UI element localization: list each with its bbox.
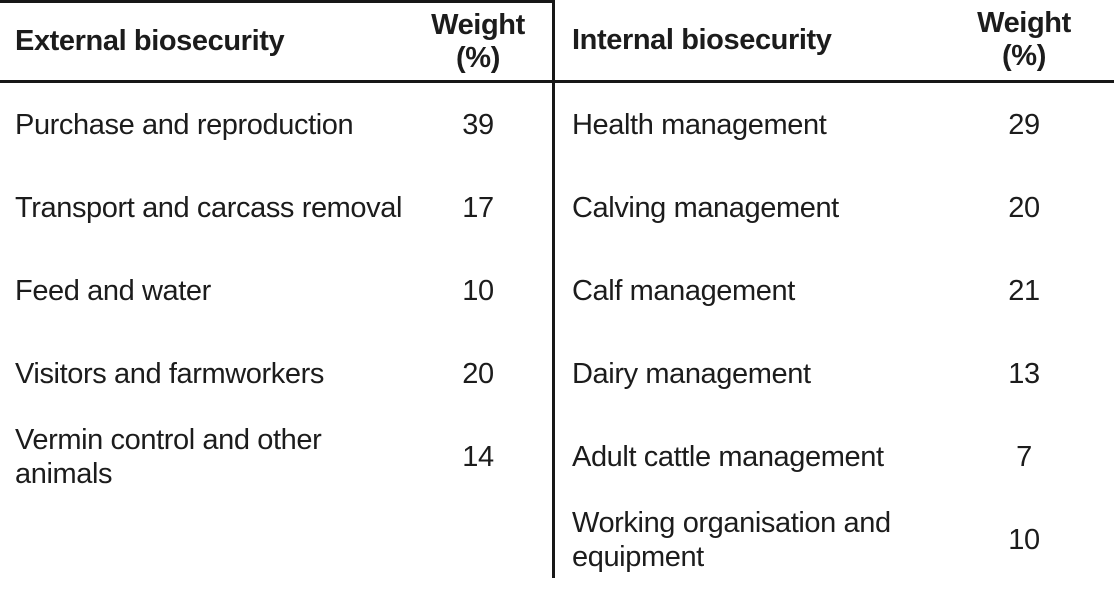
external-weight-header: Weight (%) <box>431 8 525 74</box>
row-weight-value: 13 <box>1008 357 1040 390</box>
external-biosecurity-panel: External biosecurity Weight (%) Purchase… <box>0 0 552 498</box>
row-label: Adult cattle management <box>572 440 884 473</box>
table-row: Visitors and farmworkers 20 <box>0 332 552 415</box>
table-row: Transport and carcass removal 17 <box>0 166 552 249</box>
row-weight-value: 10 <box>462 274 494 307</box>
row-label: Feed and water <box>15 274 211 307</box>
external-biosecurity-header: External biosecurity <box>15 25 285 57</box>
row-weight-value: 17 <box>462 191 494 224</box>
row-weight-value: 10 <box>1008 523 1040 556</box>
internal-biosecurity-rows: Health management 29 Calving management 20 C… <box>555 83 1114 581</box>
row-weight-value: 29 <box>1008 108 1040 141</box>
external-biosecurity-rows: Purchase and reproduction 39 Transport and… <box>0 83 552 498</box>
row-weight-value: 7 <box>1016 440 1032 473</box>
table-row: Feed and water 10 <box>0 249 552 332</box>
table-row: Adult cattle management 7 <box>555 415 1114 498</box>
table-row: Calf management 21 <box>555 249 1114 332</box>
internal-biosecurity-header: Internal biosecurity <box>572 23 832 56</box>
row-label: Calving management <box>572 191 839 224</box>
row-label: Transport and carcass removal <box>15 191 403 224</box>
internal-weight-header: Weight (%) <box>977 7 1071 72</box>
internal-biosecurity-header-row: Internal biosecurity Weight (%) <box>555 0 1114 83</box>
row-weight-value: 20 <box>1008 191 1040 224</box>
row-label: Vermin control and other animals <box>15 423 322 490</box>
internal-biosecurity-panel: Internal biosecurity Weight (%) Health m… <box>555 0 1114 581</box>
table-row: Working organisation and equipment 10 <box>555 498 1114 581</box>
table-row: Dairy management 13 <box>555 332 1114 415</box>
row-label: Visitors and farmworkers <box>15 357 324 390</box>
row-weight-value: 14 <box>462 440 494 473</box>
row-label: Health management <box>572 108 827 141</box>
table-row: Calving management 20 <box>555 166 1114 249</box>
table-row: Health management 29 <box>555 83 1114 166</box>
row-label: Purchase and reproduction <box>15 108 354 141</box>
table-row: Purchase and reproduction 39 <box>0 83 552 166</box>
external-biosecurity-header-row: External biosecurity Weight (%) <box>0 3 552 83</box>
vertical-divider-rule <box>552 0 555 578</box>
row-label: Working organisation and equipment <box>572 506 891 573</box>
row-weight-value: 39 <box>462 108 494 141</box>
row-label: Dairy management <box>572 357 811 390</box>
row-weight-value: 20 <box>462 357 494 390</box>
row-label: Calf management <box>572 274 795 307</box>
row-weight-value: 21 <box>1008 274 1040 307</box>
table-row: Vermin control and other animals 14 <box>0 415 552 498</box>
